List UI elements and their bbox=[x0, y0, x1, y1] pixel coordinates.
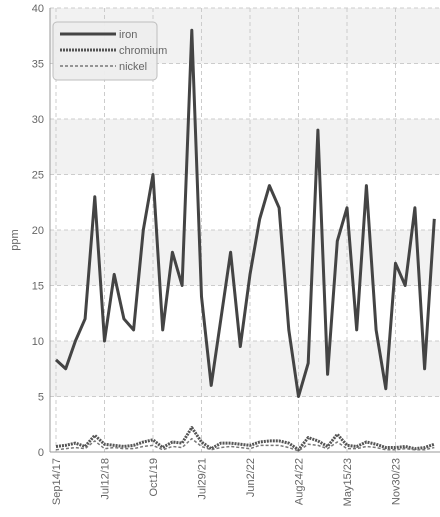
x-tick-label: Sep14/17 bbox=[51, 458, 63, 505]
legend-label: chromium bbox=[119, 45, 167, 57]
y-tick-label: 25 bbox=[32, 170, 44, 182]
line-series bbox=[54, 28, 436, 398]
y-tick-label: 15 bbox=[32, 281, 44, 293]
legend-label: iron bbox=[119, 29, 137, 41]
legend-label: nickel bbox=[119, 61, 147, 73]
band bbox=[50, 230, 440, 286]
x-tick-label: Aug24/22 bbox=[294, 458, 306, 505]
legend: iron chromium nickel bbox=[52, 21, 167, 81]
y-tick-label: 40 bbox=[32, 3, 44, 15]
line-series bbox=[55, 426, 435, 452]
y-tick-label: 30 bbox=[32, 114, 44, 126]
x-tick-label: May15/23 bbox=[342, 458, 354, 506]
x-tick-label: Nov30/23 bbox=[391, 458, 403, 505]
y-tick-label: 10 bbox=[32, 336, 44, 348]
band bbox=[50, 119, 440, 175]
x-tick-label: Oct1/19 bbox=[148, 458, 160, 497]
x-tick-label: Jun2/22 bbox=[245, 458, 257, 497]
y-tick-label: 0 bbox=[38, 447, 44, 459]
x-tick-label: Jul12/18 bbox=[100, 458, 112, 500]
x-tick-label: Jul29/21 bbox=[197, 458, 209, 500]
y-axis-label: ppm bbox=[9, 229, 21, 250]
y-tick-label: 35 bbox=[32, 59, 44, 71]
y-tick-label: 5 bbox=[38, 392, 44, 404]
y-tick-label: 20 bbox=[32, 225, 44, 237]
band bbox=[50, 341, 440, 397]
